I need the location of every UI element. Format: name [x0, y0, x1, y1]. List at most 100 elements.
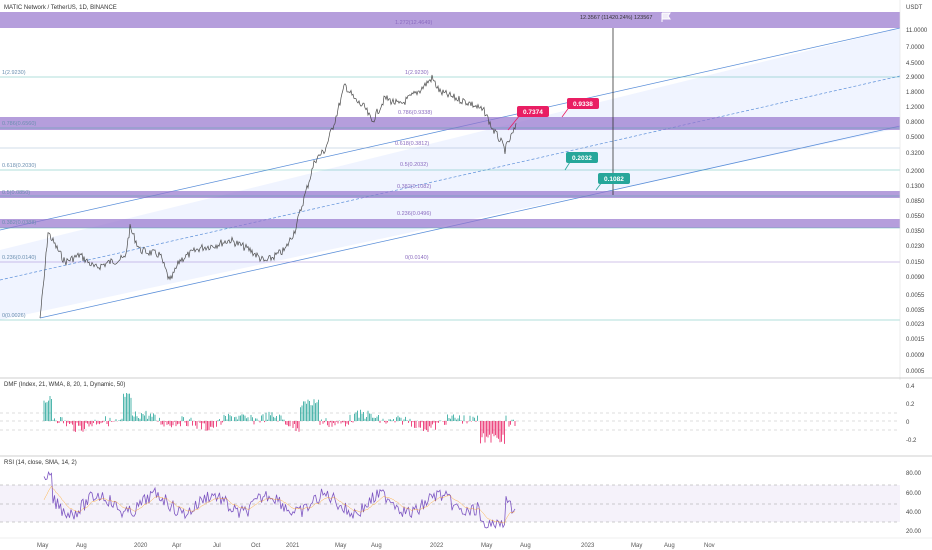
- fib-right-label: 0.5(0.2032): [400, 162, 428, 168]
- time-tick-label: 2022: [430, 543, 444, 549]
- svg-text:0.9338: 0.9338: [573, 101, 593, 108]
- fib-right-label: 0.786(0.9338): [398, 110, 432, 116]
- channel-fill: [0, 28, 900, 320]
- flag-icon[interactable]: [661, 12, 671, 22]
- price-tick-label: 7.0000: [906, 45, 925, 51]
- price-tick-label: 1.2000: [906, 105, 925, 111]
- fib-left-label: 1(2.9230): [2, 70, 26, 76]
- fib-left-label: 0.236(0.0140): [2, 255, 36, 261]
- rsi-tick-label: 40.00: [906, 510, 922, 516]
- price-line: [39, 74, 517, 318]
- price-tick-label: 0.0015: [906, 337, 925, 343]
- symbol-title: MATIC Network / TetherUS, 1D, BINANCE: [4, 5, 117, 11]
- rsi-band: [0, 485, 900, 522]
- measure-label: 12.3567 (11420.24%) 123567: [580, 15, 652, 21]
- price-tick-label: 0.0850: [906, 199, 925, 205]
- price-tick-label: 0.1300: [906, 184, 925, 190]
- fib-left-label: 0(0.0026): [2, 313, 26, 319]
- time-tick-label: Jul: [213, 543, 221, 549]
- time-tick-label: May: [335, 543, 346, 549]
- rsi-pane[interactable]: RSI (14, close, SMA, 14, 2) 80.00 60.00 40…: [0, 460, 922, 535]
- fib-right-labels: 1.272(12.4649) 1(2.9230) 0.786(0.9338) 0.61…: [395, 20, 432, 261]
- rsi-tick-label: 60.00: [906, 491, 922, 497]
- time-tick-label: Aug: [371, 543, 382, 549]
- dmf-axis-ticks: 0.4 0.2 0 -0.2: [906, 384, 917, 444]
- price-tick-label: 0.0150: [906, 260, 925, 266]
- price-tick-label: 0.0055: [906, 293, 925, 299]
- price-tick-label: 0.2000: [906, 169, 925, 175]
- rsi-tick-label: 20.00: [906, 529, 922, 535]
- fib-left-label: 0.5(0.0850): [2, 190, 30, 196]
- time-tick-label: Aug: [520, 543, 531, 549]
- dmf-label: DMF (Index, 21, WMA, 8, 20, 1, Dynamic, …: [4, 382, 125, 388]
- price-tick-label: 0.0230: [906, 244, 925, 250]
- price-pane[interactable]: 12.3567 (11420.24%) 123567 0.7374 0.9338…: [0, 5, 901, 321]
- rsi-line: [43, 471, 516, 529]
- svg-text:0.2032: 0.2032: [572, 155, 592, 162]
- price-tick-label: 0.0350: [906, 229, 925, 235]
- time-tick-label: Nov: [704, 543, 715, 549]
- fib-left-label: 0.382(0.0388): [2, 220, 36, 226]
- rsi-sma-line: [43, 485, 516, 524]
- time-tick-label: Aug: [664, 543, 675, 549]
- fib-right-label: 0.382(0.1082): [397, 184, 431, 190]
- time-axis-ticks: May Aug 2020 Apr Jul Oct 2021 May Aug 2022 May Aug 2…: [37, 543, 715, 549]
- band-0786: [0, 117, 900, 130]
- time-tick-label: Oct: [251, 543, 261, 549]
- price-tick-label: 0.0035: [906, 308, 925, 314]
- price-tick-label: 1.8000: [906, 90, 925, 96]
- price-tick-label: 0.0550: [906, 214, 925, 220]
- callout-02032[interactable]: 0.2032: [564, 152, 598, 171]
- callout-01082[interactable]: 0.1082: [595, 173, 630, 191]
- time-tick-label: May: [37, 543, 48, 549]
- price-tick-label: 2.9000: [906, 75, 925, 81]
- price-tick-label: 0.3200: [906, 151, 925, 157]
- price-tick-label: 0.0023: [906, 322, 925, 328]
- time-tick-label: May: [631, 543, 642, 549]
- time-tick-label: 2020: [134, 543, 148, 549]
- rsi-axis-ticks: 80.00 60.00 40.00 20.00: [906, 471, 922, 535]
- callout-07374[interactable]: 0.7374: [507, 106, 549, 131]
- currency-label: USDT: [906, 5, 923, 11]
- price-axis-ticks: 11.0000 7.0000 4.5000 2.9000 1.8000 1.2000 0.8…: [906, 28, 928, 375]
- price-tick-label: 0.0090: [906, 275, 925, 281]
- price-tick-label: 4.5000: [906, 61, 925, 67]
- time-tick-label: 2023: [581, 543, 595, 549]
- band-05: [0, 191, 900, 198]
- price-tick-label: 11.0000: [906, 28, 928, 34]
- fib-right-label: 0.236(0.0496): [397, 211, 431, 217]
- fib-left-labels: 1(2.9230) 0.786(0.6560) 0.618(0.2030) 0.5(0…: [2, 70, 36, 319]
- dmf-tick-label: 0.4: [906, 384, 915, 390]
- price-tick-label: 0.8000: [906, 120, 925, 126]
- fib-lines: [0, 76, 900, 321]
- fib-left-label: 0.618(0.2030): [2, 163, 36, 169]
- channel-fill-lower: [0, 128, 900, 320]
- rsi-label: RSI (14, close, SMA, 14, 2): [4, 460, 77, 466]
- dmf-tick-label: -0.2: [906, 438, 917, 444]
- dmf-tick-label: 0.2: [906, 402, 915, 408]
- rsi-tick-label: 80.00: [906, 471, 922, 477]
- time-tick-label: Aug: [76, 543, 87, 549]
- dmf-pane[interactable]: DMF (Index, 21, WMA, 8, 20, 1, Dynamic, …: [0, 382, 917, 444]
- price-axis[interactable]: USDT 11.0000 7.0000 4.5000 2.9000 1.8000 1.20…: [899, 0, 932, 380]
- fib-right-label: 0(0.0140): [405, 255, 429, 261]
- fib-left-label: 0.786(0.6560): [2, 121, 36, 127]
- time-axis[interactable]: May Aug 2020 Apr Jul Oct 2021 May Aug 2022 May Aug 2…: [0, 537, 932, 549]
- channel-mid-line: [0, 75, 901, 281]
- fib-right-label: 0.618(0.3812): [395, 141, 429, 147]
- price-tick-label: 0.5000: [906, 135, 925, 141]
- fib-right-label: 1(2.9230): [405, 70, 429, 76]
- svg-text:0.7374: 0.7374: [523, 109, 543, 116]
- price-tick-label: 0.0005: [906, 369, 925, 375]
- price-tick-label: 0.0009: [906, 353, 925, 359]
- svg-text:0.1082: 0.1082: [604, 176, 624, 183]
- time-tick-label: May: [481, 543, 492, 549]
- band-top: [0, 12, 900, 28]
- dmf-line-positive: [43, 393, 514, 421]
- callout-09338[interactable]: 0.9338: [561, 98, 599, 118]
- dmf-tick-label: 0: [906, 420, 910, 426]
- time-tick-label: 2021: [286, 543, 300, 549]
- fib-right-label: 1.272(12.4649): [395, 20, 432, 26]
- band-0382: [0, 219, 900, 228]
